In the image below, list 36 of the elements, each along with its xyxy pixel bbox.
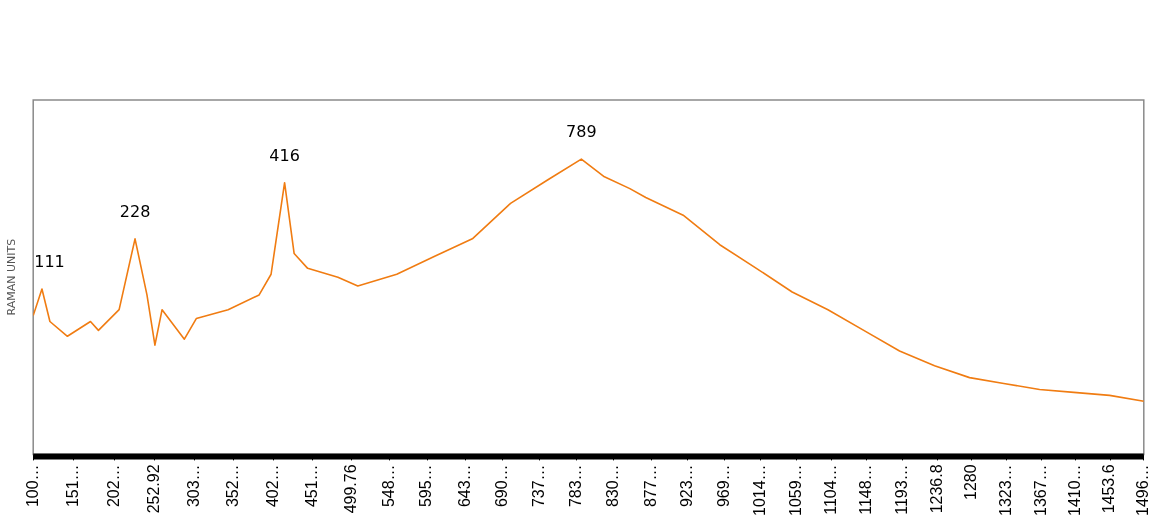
x-tick-label: 643…: [455, 464, 473, 508]
x-tick-label: 1148…: [857, 464, 875, 515]
annotation: 416: [269, 145, 300, 165]
x-tick-label: 1453.6: [1100, 464, 1118, 514]
x-tick-label: 830…: [604, 464, 622, 508]
x-tick-label: 303…: [185, 464, 203, 508]
y-axis-title: RAMAN UNITS: [5, 238, 19, 316]
x-tick-label: 499.76: [341, 464, 359, 514]
x-tick-label: 1496…: [1134, 464, 1152, 516]
x-tick-label: 548…: [380, 464, 398, 508]
x-tick-label: 1104…: [822, 464, 840, 515]
x-tick-label: 1193…: [893, 464, 911, 515]
annotation: 789: [566, 122, 597, 142]
x-tick-label: 969…: [714, 464, 732, 508]
annotation: 228: [119, 201, 151, 221]
x-tick-label: 783…: [566, 464, 584, 508]
x-tick-label: 352…: [224, 464, 242, 508]
x-tick-label: 451…: [302, 464, 320, 508]
x-tick-label: 877…: [641, 464, 659, 508]
x-tick-label: 1236.8: [928, 464, 945, 514]
x-tick-label: 1323…: [996, 464, 1014, 516]
x-tick-label: 402…: [263, 464, 281, 508]
x-tick-label: 151…: [64, 464, 82, 508]
x-tick-label: 202…: [104, 464, 122, 508]
annotation: 111: [34, 252, 65, 272]
x-tick-label: 1059…: [786, 464, 804, 516]
x-tick-label: 252.92: [145, 464, 163, 514]
x-tick-label: 100…: [23, 464, 41, 508]
x-tick-label: 1014…: [750, 464, 768, 516]
x-tick-label: 1280: [962, 464, 980, 500]
x-tick-label: 690…: [492, 464, 510, 508]
x-tick-label: 923…: [678, 464, 696, 508]
x-tick-label: 1367…: [1031, 464, 1049, 516]
x-tick-label: 737…: [530, 464, 548, 508]
x-tick-label: 1410…: [1065, 464, 1083, 516]
x-tick-label: 595…: [417, 464, 435, 508]
